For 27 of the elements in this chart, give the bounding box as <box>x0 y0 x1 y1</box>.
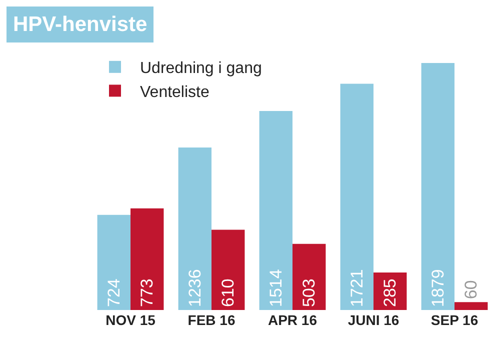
bar <box>340 84 374 310</box>
data-label: 503 <box>300 278 319 307</box>
bar <box>178 148 212 310</box>
x-tick-label: FEB 16 <box>188 312 236 328</box>
bar <box>421 63 454 310</box>
legend-label: Venteliste <box>140 84 210 101</box>
bar <box>212 230 245 310</box>
bar <box>454 302 488 310</box>
x-tick-label: SEP 16 <box>430 312 478 328</box>
data-label: 285 <box>380 278 400 307</box>
data-label: 1236 <box>185 269 204 307</box>
bar <box>292 244 326 310</box>
data-label: 1721 <box>347 269 366 307</box>
x-tick-label: APR 16 <box>268 312 318 328</box>
x-tick-label: NOV 15 <box>106 312 156 328</box>
chart-title: HPV-henviste <box>13 13 148 36</box>
x-tick-label: JUNI 16 <box>348 312 400 328</box>
bar <box>130 208 164 310</box>
data-label: 773 <box>138 278 157 307</box>
legend-label: Udredning i gang <box>140 60 262 78</box>
bar <box>97 214 130 310</box>
data-label: 610 <box>218 278 238 307</box>
data-label: 60 <box>462 280 481 300</box>
data-label: 1879 <box>428 269 448 307</box>
bar <box>259 110 292 310</box>
data-label: 724 <box>104 278 124 307</box>
data-label: 1514 <box>266 269 286 307</box>
